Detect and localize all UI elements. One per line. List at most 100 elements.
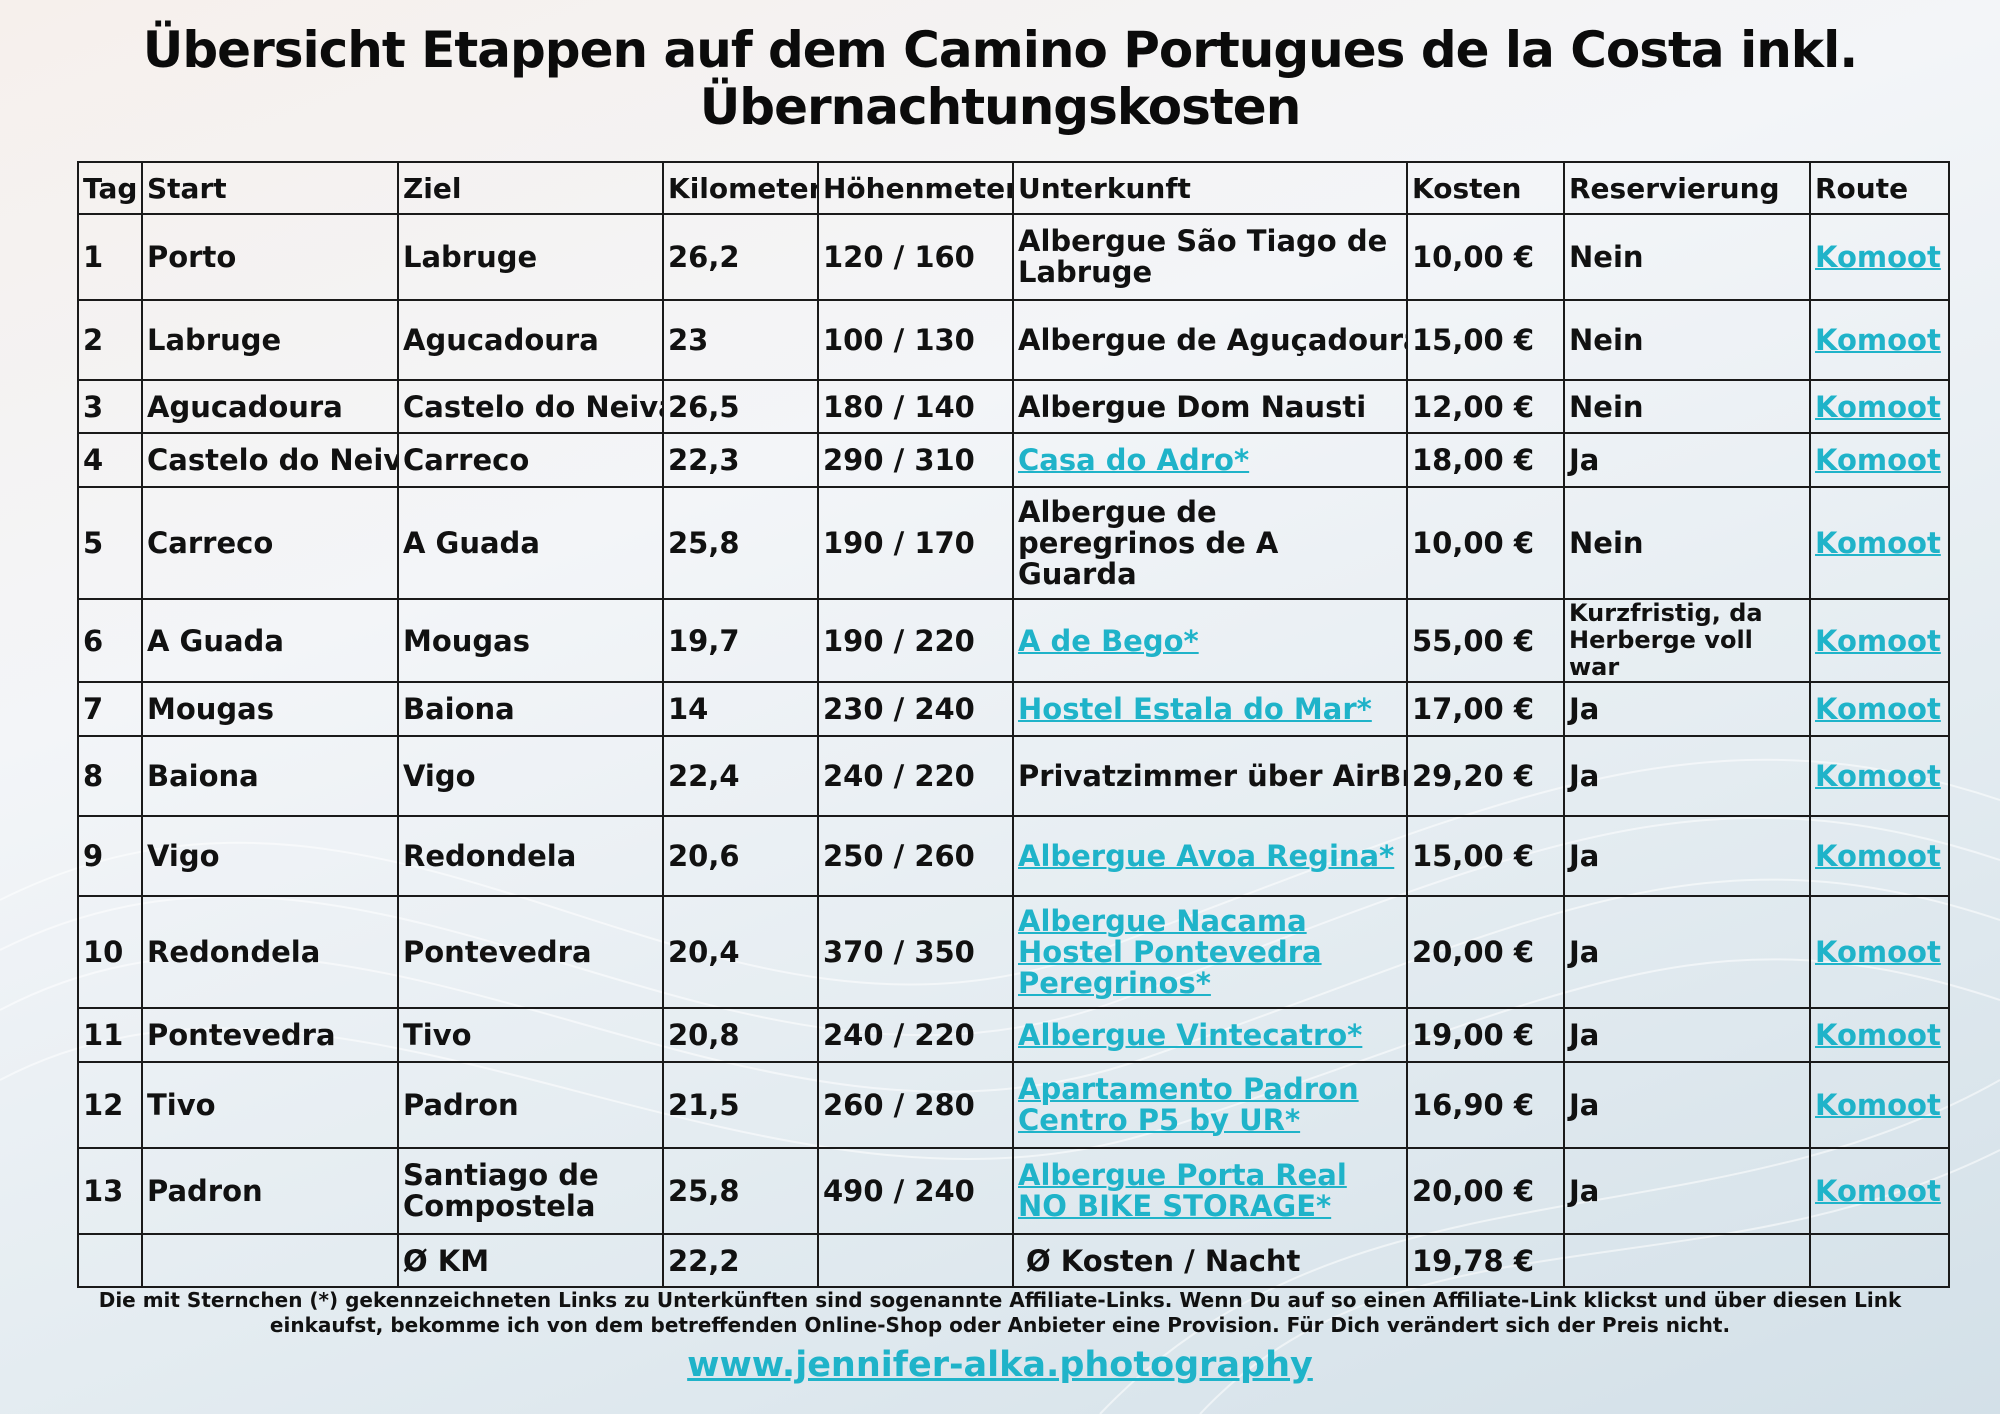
table-row: 7 Mougas Baiona 14 230 / 240 Hostel Esta… xyxy=(77,681,1950,737)
komoot-link[interactable]: Komoot xyxy=(1815,323,1941,357)
komoot-link[interactable]: Komoot xyxy=(1815,389,1941,424)
cell-start: Baiona xyxy=(141,735,399,817)
title-line-2: Übernachtungskosten xyxy=(699,78,1302,136)
cell-km: 19,7 xyxy=(662,598,819,683)
cell-ziel: Vigo xyxy=(397,735,664,817)
table-row: 13 Padron Santiago de Compostela 25,8 49… xyxy=(77,1147,1950,1235)
cell-hm: 190 / 220 xyxy=(817,598,1014,683)
summary-row: Ø KM 22,2 Ø Kosten / Nacht 19,78 € xyxy=(77,1233,1950,1288)
komoot-link[interactable]: Komoot xyxy=(1815,240,1941,274)
cell-kosten: 10,00 € xyxy=(1406,213,1565,301)
header-row: Tag Start Ziel Kilometer Höhenmeter Unte… xyxy=(77,161,1950,215)
cell-kosten: 19,00 € xyxy=(1406,1007,1565,1063)
affiliate-footnote: Die mit Sternchen (*) gekennzeichneten L… xyxy=(98,1288,1902,1337)
komoot-link[interactable]: Komoot xyxy=(1815,1018,1941,1052)
avg-cost-label: Ø Kosten / Nacht xyxy=(1012,1233,1408,1288)
komoot-link[interactable]: Komoot xyxy=(1815,1174,1941,1208)
cell-km: 21,5 xyxy=(662,1061,819,1149)
cell-start: Carreco xyxy=(141,486,399,600)
komoot-link[interactable]: Komoot xyxy=(1815,759,1941,793)
cell-hm: 490 / 240 xyxy=(817,1147,1014,1235)
accommodation-link[interactable]: Hostel Estala do Mar* xyxy=(1018,692,1372,726)
cell-start: Mougas xyxy=(141,681,399,737)
cell-route: Komoot xyxy=(1809,681,1950,737)
cell-route: Komoot xyxy=(1809,1061,1950,1149)
accommodation-link[interactable]: Apartamento Padron Centro P5 by UR* xyxy=(1018,1072,1359,1137)
cell-empty xyxy=(817,1233,1014,1288)
komoot-link[interactable]: Komoot xyxy=(1815,526,1941,560)
cell-start: Redondela xyxy=(141,895,399,1009)
cell-hm: 230 / 240 xyxy=(817,681,1014,737)
cell-unterkunft: Casa do Adro* xyxy=(1012,432,1408,488)
komoot-link[interactable]: Komoot xyxy=(1815,623,1941,658)
cell-hm: 120 / 160 xyxy=(817,213,1014,301)
cell-hm: 190 / 170 xyxy=(817,486,1014,600)
cell-km: 20,6 xyxy=(662,815,819,897)
cell-route: Komoot xyxy=(1809,486,1950,600)
accommodation-link[interactable]: Albergue Nacama Hostel Pontevedra Peregr… xyxy=(1018,903,1322,1000)
cell-kosten: 15,00 € xyxy=(1406,815,1565,897)
komoot-link[interactable]: Komoot xyxy=(1815,443,1941,477)
cell-tag: 3 xyxy=(77,379,143,434)
cell-km: 23 xyxy=(662,299,819,381)
cell-route: Komoot xyxy=(1809,598,1950,683)
cell-route: Komoot xyxy=(1809,895,1950,1009)
accommodation-link[interactable]: Albergue Vintecatro* xyxy=(1018,1018,1363,1052)
cell-route: Komoot xyxy=(1809,379,1950,434)
cell-reservierung: Nein xyxy=(1563,379,1811,434)
header-hoehenmeter: Höhenmeter xyxy=(817,161,1014,215)
cell-unterkunft: Albergue de Aguçadoura xyxy=(1012,299,1408,381)
cell-km: 26,2 xyxy=(662,213,819,301)
cell-km: 20,4 xyxy=(662,895,819,1009)
cell-tag: 1 xyxy=(77,213,143,301)
cell-reservierung: Ja xyxy=(1563,735,1811,817)
table-row: 11 Pontevedra Tivo 20,8 240 / 220 Alberg… xyxy=(77,1007,1950,1063)
cell-tag: 2 xyxy=(77,299,143,381)
cell-route: Komoot xyxy=(1809,815,1950,897)
stages-table: Tag Start Ziel Kilometer Höhenmeter Unte… xyxy=(77,161,1950,1288)
cell-ziel: A Guada xyxy=(397,486,664,600)
accommodation-link[interactable]: Albergue Porta Real NO BIKE STORAGE* xyxy=(1018,1158,1347,1223)
cell-hm: 100 / 130 xyxy=(817,299,1014,381)
header-start: Start xyxy=(141,161,399,215)
cell-ziel: Agucadoura xyxy=(397,299,664,381)
cell-kosten: 18,00 € xyxy=(1406,432,1565,488)
accommodation-link[interactable]: Casa do Adro* xyxy=(1018,443,1250,477)
cell-reservierung: Nein xyxy=(1563,486,1811,600)
table-row: 1 Porto Labruge 26,2 120 / 160 Albergue … xyxy=(77,213,1950,301)
cell-reservierung: Nein xyxy=(1563,213,1811,301)
cell-reservierung: Ja xyxy=(1563,681,1811,737)
komoot-link[interactable]: Komoot xyxy=(1815,1088,1941,1122)
header-reservierung: Reservierung xyxy=(1563,161,1811,215)
cell-tag: 7 xyxy=(77,681,143,737)
accommodation-link[interactable]: A de Bego* xyxy=(1018,623,1199,658)
cell-empty xyxy=(77,1233,143,1288)
cell-empty xyxy=(1809,1233,1950,1288)
header-ziel: Ziel xyxy=(397,161,664,215)
komoot-link[interactable]: Komoot xyxy=(1815,692,1941,726)
cell-tag: 5 xyxy=(77,486,143,600)
cell-start: Porto xyxy=(141,213,399,301)
cell-reservierung: Ja xyxy=(1563,1007,1811,1063)
cell-unterkunft: Albergue Dom Nausti xyxy=(1012,379,1408,434)
cell-km: 22,4 xyxy=(662,735,819,817)
cell-kosten: 20,00 € xyxy=(1406,895,1565,1009)
header-kilometer: Kilometer xyxy=(662,161,819,215)
accommodation-link[interactable]: Albergue Avoa Regina* xyxy=(1018,839,1395,873)
cell-start: A Guada xyxy=(141,598,399,683)
website-link[interactable]: www.jennifer-alka.photography xyxy=(687,1345,1313,1385)
cell-kosten: 16,90 € xyxy=(1406,1061,1565,1149)
komoot-link[interactable]: Komoot xyxy=(1815,839,1941,873)
cell-kosten: 29,20 € xyxy=(1406,735,1565,817)
cell-km: 14 xyxy=(662,681,819,737)
cell-kosten: 20,00 € xyxy=(1406,1147,1565,1235)
cell-route: Komoot xyxy=(1809,299,1950,381)
cell-tag: 8 xyxy=(77,735,143,817)
title-line-1: Übersicht Etappen auf dem Camino Portugu… xyxy=(142,21,1858,79)
komoot-link[interactable]: Komoot xyxy=(1815,935,1941,969)
cell-tag: 6 xyxy=(77,598,143,683)
cell-unterkunft: Albergue Avoa Regina* xyxy=(1012,815,1408,897)
header-route: Route xyxy=(1809,161,1950,215)
table-row: 5 Carreco A Guada 25,8 190 / 170 Albergu… xyxy=(77,486,1950,600)
page-title: Übersicht Etappen auf dem Camino Portugu… xyxy=(0,22,2000,136)
